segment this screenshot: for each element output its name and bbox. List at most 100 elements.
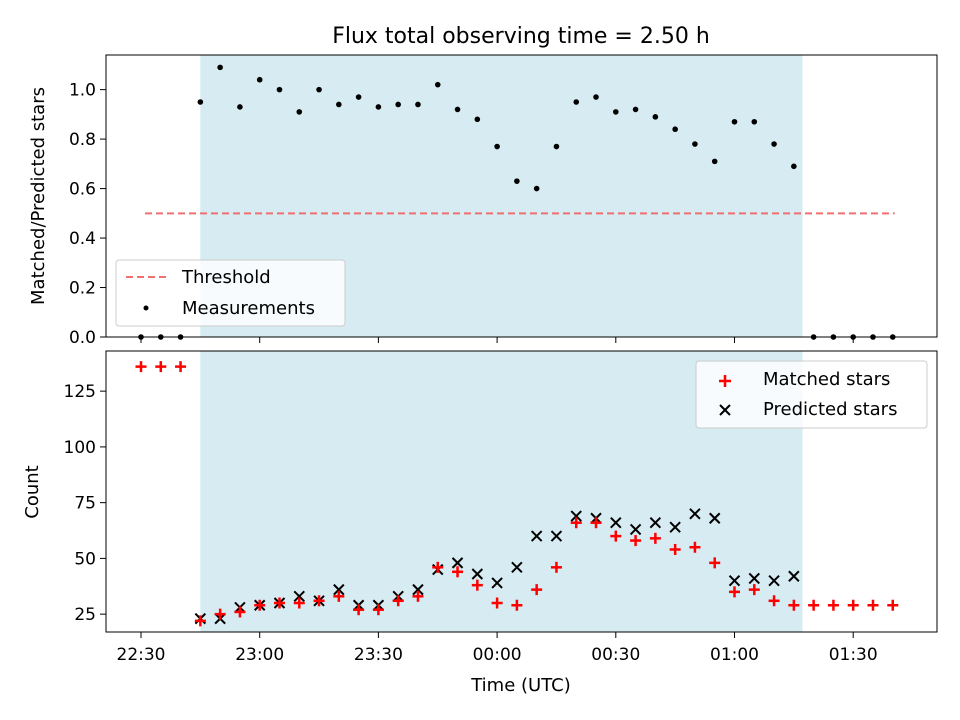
predicted-star-point [530, 530, 543, 542]
matched-star-point [293, 597, 305, 609]
measurement-point [771, 141, 777, 147]
predicted-star-point [511, 561, 523, 574]
matched-star-point [550, 561, 562, 573]
measurement-point [276, 86, 283, 93]
x-tick-label: 22:30 [117, 645, 166, 665]
bottom-x-axis-ticks: 22:30 23:00 23:30 00:00 00:30 01:00 01:30 [117, 632, 878, 665]
matched-star-point [432, 561, 444, 573]
matched-star-point [887, 599, 899, 611]
matched-star-point [234, 606, 246, 618]
measurement-point [197, 99, 204, 105]
measurement-point [494, 143, 500, 150]
predicted-star-point [412, 583, 424, 596]
predicted-star-point [689, 508, 701, 520]
measurement-point [613, 109, 619, 115]
measurement-point [632, 106, 639, 113]
measurement-point [434, 81, 441, 88]
matched-star-point [788, 599, 800, 611]
legend-predicted-swatch [719, 404, 731, 416]
legend-matched-swatch [719, 375, 731, 387]
predicted-star-point [649, 517, 662, 529]
bottom-y-axis-label: Count [22, 465, 43, 518]
matched-star-point [392, 595, 404, 607]
y-tick-label: 50 [74, 549, 96, 569]
bottom-panel: 25 50 75 100 125 22:30 23:00 23:30 00:00 00:30 01… [22, 350, 938, 696]
matched-star-point [669, 543, 681, 555]
measurement-point [375, 104, 382, 110]
y-tick-label: 0.4 [69, 229, 96, 249]
bottom-legend-box [695, 360, 928, 429]
matched-star-point [511, 599, 523, 611]
measurement-point [256, 76, 263, 83]
measurement-point [711, 158, 718, 165]
matched-star-point [649, 532, 661, 544]
measurement-point [474, 116, 481, 123]
top-legend-box [115, 259, 346, 327]
matched-star-point [333, 590, 345, 602]
bottom-plot-frame [105, 350, 938, 633]
x-tick-label: 01:00 [710, 645, 759, 665]
y-tick-label: 0.2 [69, 279, 96, 299]
y-tick-label: 1.0 [69, 81, 96, 101]
matched-star-point [254, 599, 266, 611]
matched-star-point [452, 566, 464, 578]
measurement-points [138, 64, 896, 340]
matched-star-point [570, 517, 582, 529]
top-y-axis-ticks: 0.0 0.2 0.4 0.6 0.8 1.0 [69, 81, 106, 348]
legend-measurement-swatch [143, 305, 149, 311]
matched-star-point [471, 579, 483, 591]
predicted-star-point [293, 590, 305, 603]
predicted-star-point [709, 512, 721, 524]
matched-star-point [175, 361, 187, 373]
matched-star-point [709, 557, 721, 569]
matched-star-point [847, 599, 859, 611]
matched-star-point [630, 535, 642, 547]
measurement-point [751, 118, 758, 125]
bottom-legend: Matched stars Predicted stars [695, 360, 928, 429]
matched-star-point [610, 530, 622, 542]
bottom-y-axis-ticks: 25 50 75 100 125 [64, 382, 106, 625]
predicted-star-point [570, 510, 582, 522]
matched-star-point [827, 599, 839, 611]
matched-star-point [689, 541, 701, 553]
y-tick-label: 25 [74, 605, 96, 625]
matched-star-point [531, 584, 543, 596]
predicted-star-point [471, 568, 484, 580]
predicted-star-point [768, 574, 780, 587]
chart-title: Flux total observing time = 2.50 h [332, 24, 710, 49]
predicted-star-point [728, 574, 741, 587]
measurement-point [217, 64, 223, 71]
predicted-star-point [451, 557, 464, 569]
y-tick-label: 0.8 [69, 130, 96, 150]
matched-star-point [313, 595, 325, 607]
measurement-point [573, 99, 580, 105]
x-tick-label: 01:30 [829, 645, 878, 665]
y-tick-label: 125 [64, 382, 96, 402]
top-x-axis-ticks [140, 337, 854, 343]
y-tick-label: 100 [64, 438, 96, 458]
y-tick-label: 0.0 [69, 328, 96, 348]
matched-star-point [748, 584, 760, 596]
measurement-point [652, 114, 659, 120]
measurement-point [355, 94, 362, 100]
measurement-point [336, 101, 342, 108]
predicted-star-point [788, 570, 800, 582]
predicted-star-point [550, 530, 563, 542]
measurement-point [533, 185, 540, 192]
matched-stars-points [135, 361, 899, 627]
measurement-point [692, 141, 698, 147]
matched-star-point [768, 595, 780, 607]
measurement-point [296, 109, 303, 115]
y-tick-label: 0.6 [69, 180, 96, 200]
y-tick-label: 75 [74, 494, 96, 514]
predicted-star-point [748, 572, 760, 585]
measurement-point [395, 101, 401, 108]
legend-threshold-label: Threshold [181, 267, 271, 288]
matched-star-point [135, 361, 147, 373]
measurement-point [791, 163, 797, 170]
measurement-point [415, 101, 421, 108]
matched-star-point [194, 615, 206, 627]
predicted-star-point [610, 517, 622, 529]
matched-star-point [729, 586, 740, 598]
